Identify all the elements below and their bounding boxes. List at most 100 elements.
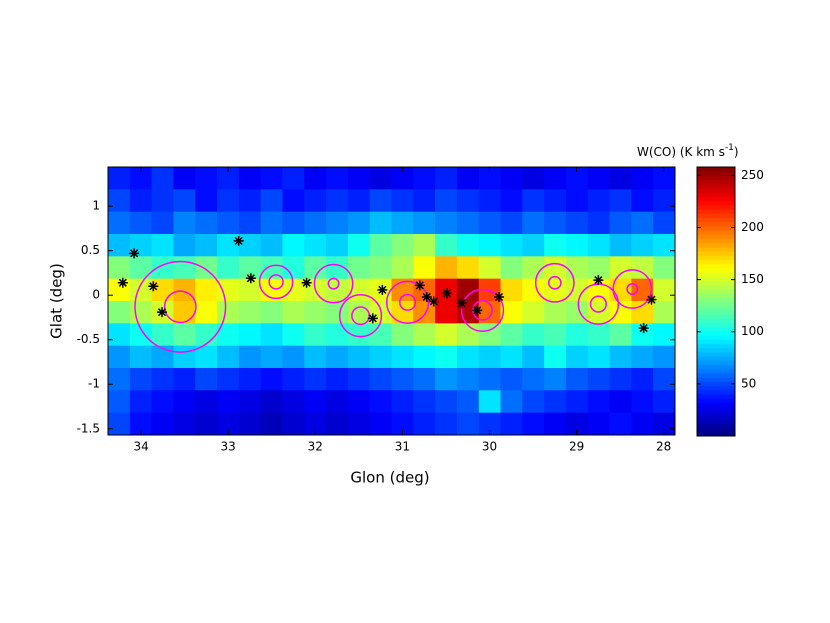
- heatmap-cell: [129, 167, 153, 190]
- heatmap-cell: [435, 234, 458, 257]
- heatmap-cell: [369, 234, 392, 257]
- heatmap-cell: [326, 368, 349, 391]
- heatmap-cell: [108, 211, 131, 235]
- heatmap-cell: [151, 323, 174, 347]
- y-axis-label: Glat (deg): [48, 263, 66, 339]
- heatmap-cell: [522, 278, 545, 302]
- heatmap-cell: [456, 368, 480, 391]
- heatmap-cell: [456, 189, 480, 213]
- colorbar-tick-label: 50: [741, 376, 756, 390]
- heatmap-cell: [478, 323, 502, 347]
- heatmap-cell: [587, 211, 611, 235]
- heatmap-cell: [500, 323, 523, 347]
- heatmap-cell: [435, 390, 458, 414]
- heatmap-cell: [500, 345, 523, 369]
- heatmap-cell: [565, 211, 589, 235]
- heatmap-cell: [304, 345, 327, 369]
- heatmap-cell: [631, 167, 654, 190]
- heatmap-cell: [391, 234, 414, 257]
- heatmap-cell: [435, 211, 458, 235]
- heatmap-cell: [108, 301, 131, 324]
- region-circle: [134, 260, 227, 353]
- heatmap-cell: [653, 167, 676, 190]
- heatmap-cell: [500, 167, 523, 190]
- region-circle: [612, 269, 653, 309]
- heatmap-cell: [609, 167, 632, 190]
- heatmap-cell: [587, 189, 611, 213]
- colorbar-step: [697, 251, 735, 256]
- region-circle: [534, 262, 575, 303]
- heatmap-cell: [565, 323, 589, 347]
- plot-layer: 34 33 32 31 30 29 28 1 0.5 0 -0.5 -1 -1.5 50 100 150 200…: [77, 166, 764, 454]
- colorbar-step: [697, 175, 735, 181]
- heatmap-cell: [413, 390, 436, 414]
- heatmap-cell: [435, 323, 458, 347]
- heatmap-cell: [500, 278, 523, 302]
- star-marker: [428, 296, 439, 307]
- heatmap-cell: [435, 167, 458, 190]
- heatmap-cell: [456, 390, 480, 414]
- star-marker: [441, 288, 452, 299]
- heatmap-cell: [304, 211, 327, 235]
- colorbar-step: [697, 301, 735, 307]
- heatmap-cell: [609, 412, 632, 436]
- heatmap-cell: [631, 368, 654, 391]
- heatmap-cell: [653, 301, 676, 324]
- heatmap-cell: [435, 345, 458, 369]
- heatmap-cell: [129, 390, 153, 414]
- colorbar-step: [697, 225, 735, 231]
- heatmap-cell: [347, 323, 371, 347]
- heatmap-cell: [238, 256, 262, 280]
- heatmap-cell: [369, 256, 392, 280]
- heatmap-cell: [129, 189, 153, 213]
- heatmap-cell: [108, 412, 131, 436]
- heatmap-cell: [108, 323, 131, 347]
- heatmap-cell: [347, 189, 371, 213]
- heatmap-cell: [217, 167, 240, 190]
- heatmap-cell: [478, 189, 502, 213]
- heatmap-cell: [609, 189, 632, 213]
- colorbar-step: [697, 381, 735, 387]
- heatmap-cell: [108, 256, 131, 280]
- heatmap-cell: [413, 345, 436, 369]
- colorbar-step: [697, 330, 735, 336]
- heatmap-cell: [478, 211, 502, 235]
- colorbar-step: [697, 402, 735, 408]
- heatmap-cell: [173, 412, 196, 436]
- heatmap-cell: [653, 390, 676, 414]
- colorbar-step: [697, 192, 735, 197]
- heatmap-cell: [587, 234, 611, 257]
- x-tick-label: 30: [482, 440, 497, 454]
- heatmap-cell: [522, 323, 545, 347]
- heatmap-cell: [609, 345, 632, 369]
- heatmap-cell: [129, 412, 153, 436]
- heatmap-cell: [151, 412, 174, 436]
- colorbar-step: [697, 234, 735, 239]
- heatmap-cell: [435, 301, 458, 324]
- star-marker: [117, 277, 128, 288]
- heatmap-cell: [282, 211, 305, 235]
- heatmap-cell: [609, 211, 632, 235]
- colorbar-step: [697, 322, 735, 328]
- region-circle: [327, 277, 340, 290]
- heatmap-cell: [391, 211, 414, 235]
- heatmap-cell: [238, 301, 262, 324]
- heatmap-cell: [282, 234, 305, 257]
- colorbar-step: [697, 318, 735, 324]
- heatmap-cell: [544, 256, 567, 280]
- heatmap-cell: [260, 412, 283, 436]
- heatmap-cell: [129, 345, 153, 369]
- heatmap-cell: [260, 301, 283, 324]
- heatmap-cell: [217, 278, 240, 302]
- heatmap-cell: [587, 167, 611, 190]
- colorbar-step: [697, 204, 735, 210]
- heatmap-cell: [478, 167, 502, 190]
- heatmap-cell: [326, 189, 349, 213]
- region-circle: [313, 263, 354, 304]
- heatmap-cell: [413, 323, 436, 347]
- heatmap-cell: [522, 390, 545, 414]
- heatmap-cell: [195, 368, 218, 391]
- heatmap-cell: [304, 189, 327, 213]
- x-tick-label: 34: [133, 440, 148, 454]
- star-marker: [472, 305, 483, 316]
